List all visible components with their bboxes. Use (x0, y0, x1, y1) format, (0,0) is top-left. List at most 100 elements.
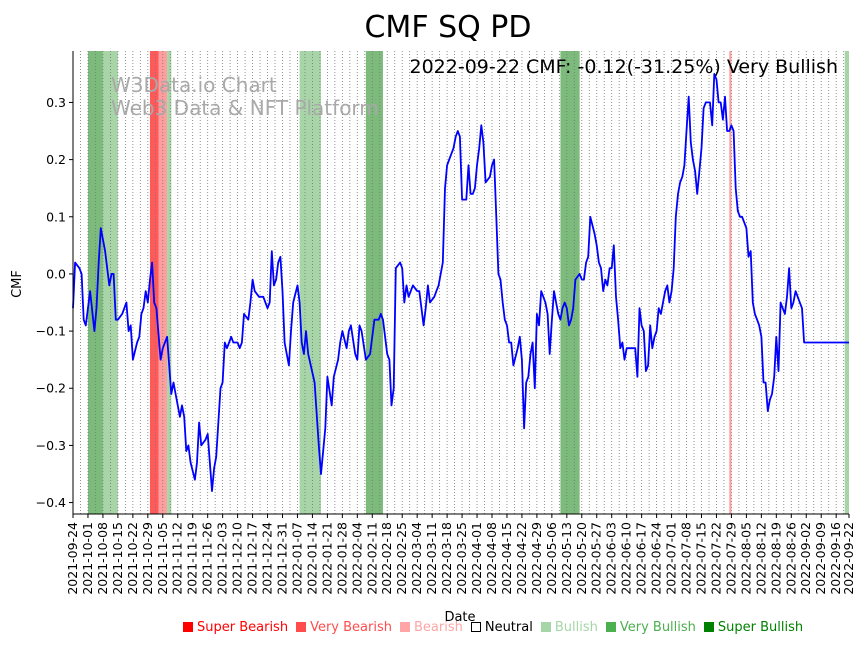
x-tick-label: 2022-02-11 (364, 522, 379, 595)
legend-label: Bearish (413, 620, 463, 635)
x-tick-label: 2022-06-03 (604, 522, 619, 595)
x-tick-label: 2021-10-22 (125, 522, 140, 595)
x-tick-label: 2022-09-02 (798, 522, 813, 595)
x-tick-label: 2021-12-31 (274, 522, 289, 595)
x-tick-label: 2021-11-05 (155, 522, 170, 595)
legend-item: Very Bearish (296, 620, 392, 635)
x-tick-label: 2022-02-04 (349, 522, 364, 595)
y-tick-label: −0.1 (36, 324, 66, 339)
x-tick-label: 2021-12-24 (260, 522, 275, 595)
series-line-cmf (72, 73, 849, 493)
x-tick-label: 2022-07-22 (708, 522, 723, 595)
band-bullish (299, 51, 321, 514)
y-axis-label: CMF (10, 270, 25, 298)
x-ticks: 2021-09-24 2021-10-01 2021-10-08 2021-10-15… (65, 514, 856, 595)
chart-title: CMF SQ PD (364, 10, 531, 45)
x-tick-label: 2022-05-20 (574, 522, 589, 595)
legend-label: Super Bearish (197, 620, 289, 635)
x-tick-label: 2022-04-29 (529, 522, 544, 595)
band-bearish (729, 51, 732, 514)
x-tick-label: 2022-05-27 (589, 522, 604, 595)
x-tick-label: 2022-03-25 (454, 522, 469, 595)
legend-item: Super Bullish (703, 620, 804, 635)
x-tick-label: 2022-04-08 (484, 522, 499, 595)
x-tick-label: 2022-06-17 (634, 522, 649, 595)
band-bullish (844, 51, 849, 514)
band-very-bullish (560, 51, 580, 514)
signal-legend: Super Bearish Very Bearish Bearish Neutral B… (183, 620, 811, 635)
legend-item: Super Bearish (183, 620, 288, 635)
x-tick-label: 2022-05-06 (544, 522, 559, 595)
band-very-bearish (149, 51, 159, 514)
legend-swatch (399, 622, 410, 632)
x-tick-label: 2022-09-16 (828, 522, 843, 595)
x-tick-label: 2021-12-10 (230, 522, 245, 595)
x-tick-label: 2022-01-28 (334, 522, 349, 595)
x-tick-label: 2021-10-08 (95, 522, 110, 595)
x-tick-label: 2022-08-05 (738, 522, 753, 595)
watermark-line-2: Web3 Data & NFT Platform (111, 96, 379, 120)
x-tick-label: 2022-03-18 (439, 522, 454, 595)
x-tick-label: 2022-08-19 (768, 522, 783, 595)
y-tick-label: −0.2 (36, 381, 66, 396)
x-tick-label: 2021-11-19 (185, 522, 200, 595)
x-axis-label: Date (444, 610, 475, 625)
x-tick-label: 2022-07-08 (679, 522, 694, 595)
legend-swatch (605, 622, 616, 632)
legend-swatch (703, 622, 714, 632)
x-tick-label: 2022-08-26 (783, 522, 798, 595)
x-tick-label: 2021-11-12 (170, 522, 185, 595)
watermark-line-1: W3Data.io Chart (111, 73, 277, 97)
y-ticks: −0.4 −0.3 −0.2 −0.1 0.0 0.1 0.2 0.3 (36, 95, 73, 510)
legend-item: Neutral (470, 620, 533, 635)
y-tick-label: −0.3 (36, 438, 66, 453)
x-tick-label: 2022-09-09 (813, 522, 828, 595)
x-tick-label: 2022-01-21 (319, 522, 334, 595)
legend-item: Bullish (540, 620, 598, 635)
band-very-bullish (365, 51, 383, 514)
legend-label: Very Bullish (619, 620, 696, 635)
legend-item: Bearish (399, 620, 463, 635)
legend-label: Neutral (484, 620, 533, 635)
x-tick-label: 2021-10-01 (80, 522, 95, 595)
x-tick-label: 2022-04-22 (514, 522, 529, 595)
legend-label: Very Bearish (310, 620, 392, 635)
x-tick-label: 2022-04-01 (469, 522, 484, 595)
x-tick-label: 2022-07-15 (693, 522, 708, 595)
legend-swatch (540, 622, 551, 632)
x-tick-label: 2021-12-03 (215, 522, 230, 595)
x-tick-label: 2022-07-29 (723, 522, 738, 595)
legend-label: Bullish (554, 620, 598, 635)
legend-swatch (296, 622, 307, 632)
x-tick-label: 2022-08-12 (753, 522, 768, 595)
x-tick-label: 2022-06-24 (649, 522, 664, 595)
y-tick-label: 0.1 (46, 209, 66, 224)
band-bullish (167, 51, 172, 514)
legend-swatch (470, 622, 481, 632)
x-tick-label: 2022-04-15 (499, 522, 514, 595)
x-tick-label: 2022-05-13 (559, 522, 574, 595)
axes (72, 51, 849, 515)
x-tick-label: 2022-09-22 (841, 522, 856, 595)
x-tick-label: 2022-07-01 (664, 522, 679, 595)
y-tick-label: 0.3 (46, 95, 66, 110)
y-tick-label: 0.2 (46, 152, 66, 167)
cmf-series (72, 73, 849, 493)
x-tick-label: 2022-03-04 (409, 522, 424, 595)
legend-swatch (183, 622, 193, 632)
x-tick-label: 2022-06-10 (619, 522, 634, 595)
x-tick-label: 2022-02-25 (394, 522, 409, 595)
x-tick-label: 2021-10-29 (140, 522, 155, 595)
x-tick-label: 2021-10-15 (110, 522, 125, 595)
latest-value-annotation: 2022-09-22 CMF: -0.12(-31.25%) Very Bull… (409, 56, 838, 78)
x-tick-label: 2022-02-18 (379, 522, 394, 595)
legend-item: Very Bullish (605, 620, 696, 635)
y-tick-label: 0.0 (46, 266, 66, 281)
legend-label: Super Bullish (717, 620, 804, 635)
y-tick-label: −0.4 (36, 495, 66, 510)
x-tick-label: 2021-12-17 (245, 522, 260, 595)
x-tick-label: 2021-11-26 (200, 522, 215, 595)
x-tick-label: 2022-03-11 (424, 522, 439, 595)
x-tick-label: 2021-09-24 (65, 522, 80, 595)
